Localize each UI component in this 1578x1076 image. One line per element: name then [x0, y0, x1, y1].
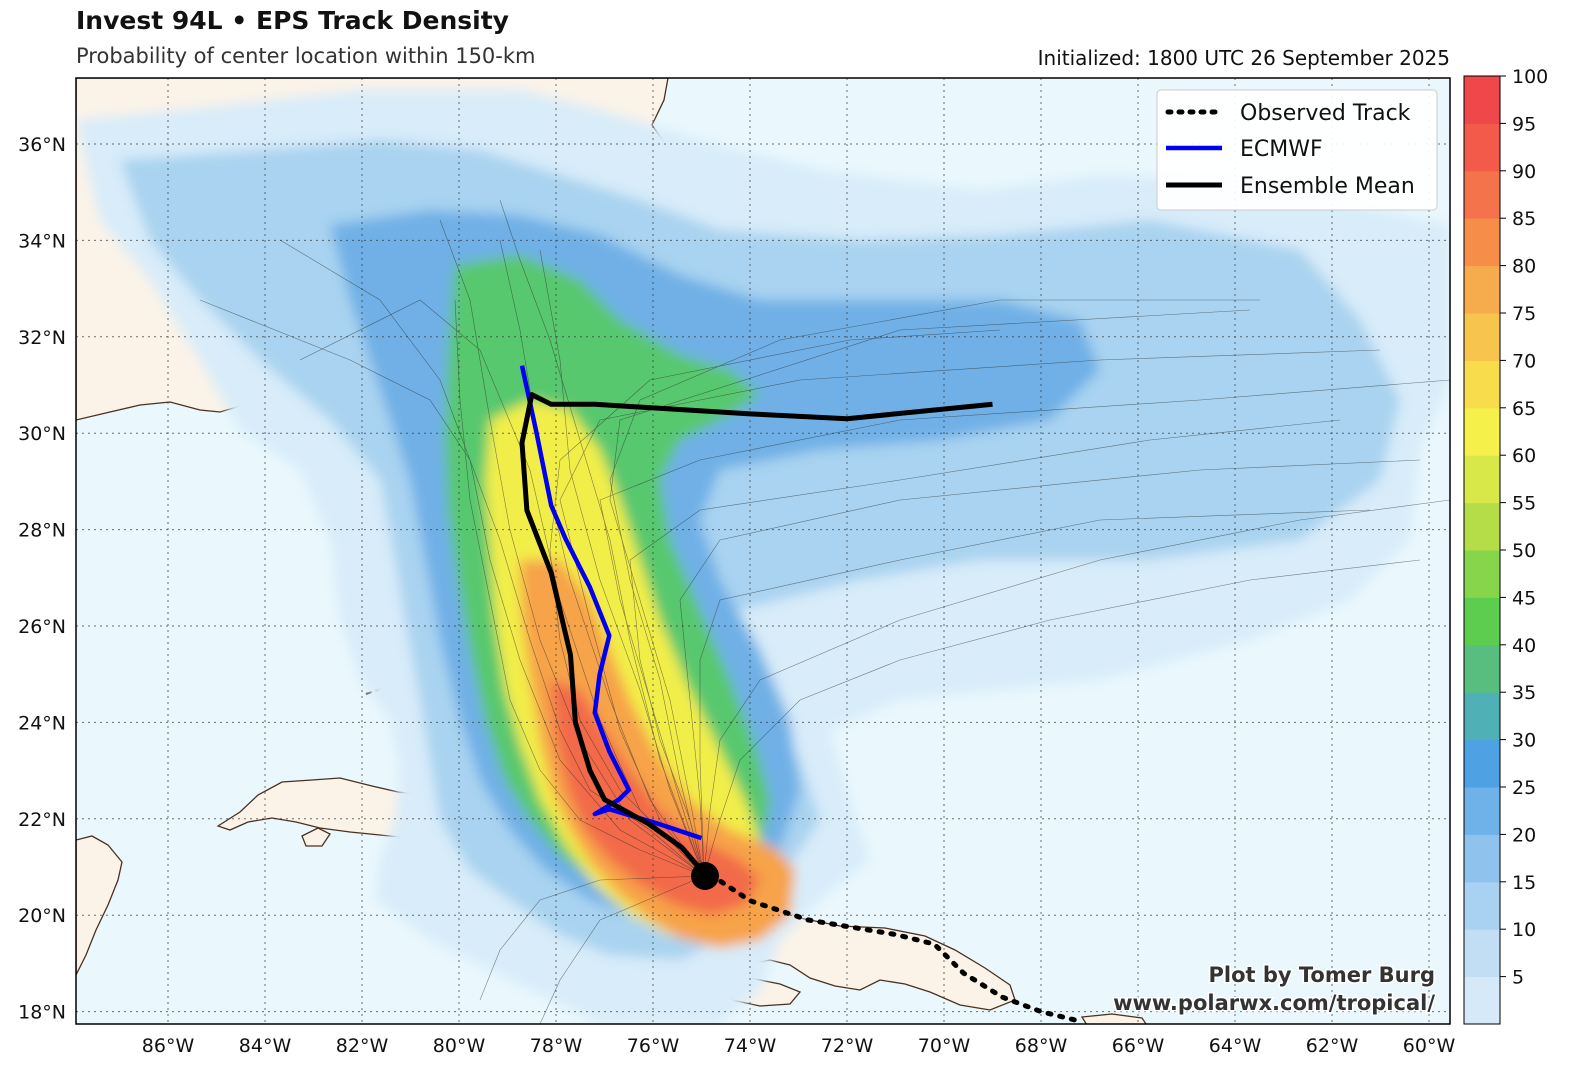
- colorbar-tick-label: 35: [1512, 682, 1536, 704]
- initialized-time: Initialized: 1800 UTC 26 September 2025: [1037, 46, 1450, 70]
- colorbar-segment: [1464, 76, 1500, 124]
- lon-label: 82°W: [336, 1035, 389, 1057]
- latitude-labels: 36°N 34°N 32°N 30°N 28°N 26°N 24°N 22°N 20°N 18°N: [18, 134, 66, 1024]
- credit-line-2: www.polarwx.com/tropical/: [1113, 991, 1435, 1015]
- lat-label: 34°N: [18, 230, 66, 252]
- colorbar-segment: [1464, 881, 1500, 930]
- colorbar-segment: [1464, 834, 1500, 883]
- lat-label: 18°N: [18, 1002, 66, 1024]
- colorbar-segment: [1464, 502, 1500, 551]
- lon-label: 76°W: [627, 1035, 680, 1057]
- colorbar-tick-label: 100: [1512, 66, 1548, 88]
- mexico-yucatan: [76, 835, 123, 976]
- colorbar-segment: [1464, 123, 1500, 172]
- lat-label: 36°N: [18, 134, 66, 156]
- colorbar-segment: [1464, 692, 1500, 741]
- colorbar-tick-label: 20: [1512, 824, 1536, 846]
- lon-label: 60°W: [1403, 1035, 1456, 1057]
- colorbar-tick-label: 70: [1512, 350, 1536, 372]
- colorbar-segment: [1464, 644, 1500, 693]
- lon-label: 74°W: [724, 1035, 777, 1057]
- lat-label: 22°N: [18, 809, 66, 831]
- colorbar-tick-label: 40: [1512, 635, 1536, 657]
- map-panel: [76, 78, 1450, 1024]
- ecmwf-track: [519, 365, 703, 841]
- colorbar-segment: [1464, 407, 1500, 456]
- legend-observed-label: Observed Track: [1240, 101, 1411, 126]
- colorbar: [1463, 75, 1501, 1025]
- colorbar-tick-label: 50: [1512, 540, 1536, 562]
- puerto-rico: [1080, 1013, 1147, 1024]
- colorbar-segment: [1464, 265, 1500, 314]
- lon-label: 78°W: [530, 1035, 583, 1057]
- colorbar-segment: [1464, 976, 1500, 1025]
- lon-label: 64°W: [1209, 1035, 1262, 1057]
- lat-label: 30°N: [18, 423, 66, 445]
- colorbar-tick-label: 55: [1512, 493, 1536, 515]
- colorbar-segment: [1464, 597, 1500, 646]
- ensemble-mean-track: [519, 392, 993, 884]
- colorbar-segment: [1464, 929, 1500, 978]
- colorbar-tick-label: 95: [1512, 113, 1536, 135]
- colorbar-tick-label: 25: [1512, 777, 1536, 799]
- lon-label: 66°W: [1112, 1035, 1165, 1057]
- colorbar-tick-label: 90: [1512, 161, 1536, 183]
- lat-label: 28°N: [18, 520, 66, 542]
- lon-label: 86°W: [142, 1035, 195, 1057]
- colorbar-ticks: 100 95 90 85 80 75 70 65 60 55 50 45 40 35 30 25 20 15 10 5: [1500, 66, 1548, 989]
- lon-label: 70°W: [918, 1035, 971, 1057]
- colorbar-tick-label: 10: [1512, 919, 1536, 941]
- colorbar-tick-label: 45: [1512, 587, 1536, 609]
- ensemble-members: [199, 199, 1450, 1024]
- colorbar-segment: [1464, 218, 1500, 267]
- credit-line-1: Plot by Tomer Burg: [1209, 963, 1436, 987]
- observed-track: [718, 879, 1083, 1024]
- longitude-labels: 86°W 84°W 82°W 80°W 78°W 76°W 74°W 72°W 70°W 68°W…: [142, 1035, 1456, 1057]
- colorbar-tick-label: 75: [1512, 303, 1536, 325]
- colorbar-segment: [1464, 170, 1500, 219]
- colorbar-tick-label: 30: [1512, 730, 1536, 752]
- colorbar-segment: [1464, 360, 1500, 409]
- colorbar-segment: [1464, 313, 1500, 361]
- lat-label: 26°N: [18, 616, 66, 638]
- map-subtitle: Probability of center location within 15…: [76, 44, 536, 68]
- colorbar-tick-label: 15: [1512, 872, 1536, 894]
- density-band-75: [520, 560, 795, 948]
- map-frame: [75, 77, 1451, 1025]
- legend-box: [1156, 89, 1438, 211]
- colorbar-tick-label: 80: [1512, 256, 1536, 278]
- lon-label: 84°W: [239, 1035, 292, 1057]
- legend-mean-label: Ensemble Mean: [1240, 174, 1415, 199]
- lat-label: 20°N: [18, 905, 66, 927]
- colorbar-segment: [1464, 550, 1500, 598]
- lat-label: 24°N: [18, 712, 66, 734]
- colorbar-tick-label: 5: [1512, 967, 1524, 989]
- lon-label: 80°W: [433, 1035, 486, 1057]
- map-title: Invest 94L • EPS Track Density: [76, 6, 509, 35]
- lon-label: 68°W: [1015, 1035, 1068, 1057]
- legend: Observed Track ECMWF Ensemble Mean: [1156, 89, 1438, 211]
- lon-label: 62°W: [1306, 1035, 1359, 1057]
- colorbar-segment: [1464, 787, 1500, 835]
- lon-label: 72°W: [821, 1035, 874, 1057]
- colorbar-tick-label: 65: [1512, 398, 1536, 420]
- isle-of-youth: [301, 827, 331, 847]
- lat-label: 32°N: [18, 327, 66, 349]
- colorbar-tick-label: 85: [1512, 208, 1536, 230]
- colorbar-tick-label: 60: [1512, 445, 1536, 467]
- colorbar-segment: [1464, 739, 1500, 788]
- legend-ecmwf-label: ECMWF: [1240, 137, 1323, 162]
- graticule: [76, 78, 1450, 1024]
- colorbar-segment: [1464, 455, 1500, 504]
- current-position-marker: [691, 862, 719, 890]
